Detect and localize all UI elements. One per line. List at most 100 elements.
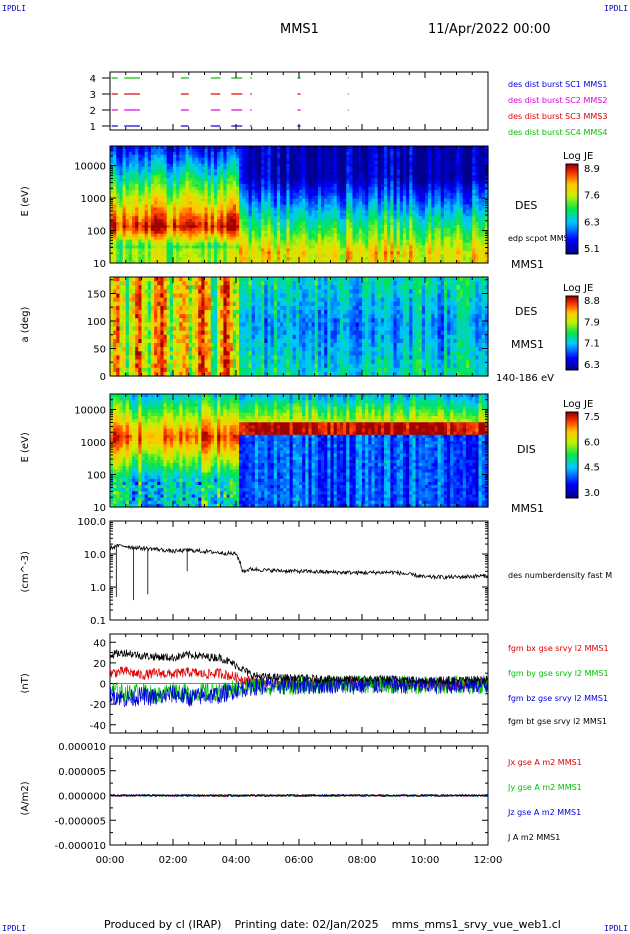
des-energy-colorbar-segment (566, 224, 578, 228)
bfield-legend-entry: fgm bx gse srvy l2 MMS1 (508, 644, 609, 653)
xaxis-tick-label: 00:00 (96, 855, 125, 866)
density-ytick-label: 100.0 (77, 517, 106, 528)
des-pitch-colorbar-segment (566, 344, 578, 347)
density-ylabel: (cm^-3) (20, 551, 31, 592)
des-pitch-colorbar-segment (566, 349, 578, 352)
density-series-line (109, 543, 489, 581)
dis-energy-spacecraft-label: MMS1 (511, 502, 544, 515)
des-pitch-colorbar-frame (565, 295, 579, 371)
footer-filename: mms_mms1_srvy_vue_web1.cl (391, 918, 561, 931)
des-pitch-colorbar-segment (566, 297, 578, 301)
des-energy-spacecraft-label: MMS1 (511, 258, 544, 271)
des-energy-instrument-label: DES (515, 199, 537, 212)
des-pitch-colorbar-segment (566, 355, 578, 358)
current-ytick-label: 0.000005 (58, 767, 106, 778)
density-ytick-label: 0.1 (90, 616, 106, 627)
des-energy-colorbar-segment (566, 238, 578, 241)
des-pitch-colorbar-segment (566, 296, 578, 299)
burst-panel-frame (109, 71, 489, 131)
des-energy-colorbar-segment (566, 247, 578, 250)
dis-energy-colorbar-tick: 6.0 (584, 437, 600, 448)
des-pitch-colorbar-segment (566, 299, 578, 303)
burst-legend-entry: des dist burst SC3 MMS3 (508, 112, 607, 121)
xaxis-tick-label: 10:00 (411, 855, 440, 866)
des-energy-colorbar-segment (566, 166, 578, 169)
des-pitch-colorbar-segment (566, 358, 578, 362)
des-pitch-colorbar-segment (566, 357, 578, 360)
des-pitch-energy-range: 140-186 eV (496, 373, 554, 384)
current-legend-entry: J A m2 MMS1 (507, 833, 560, 842)
dis-energy-colorbar-segment (566, 433, 578, 437)
des-energy-overlay-label: edp scpot MMS1 (508, 234, 574, 243)
des-energy-colorbar-segment (566, 240, 578, 244)
des-energy-colorbar-segment (566, 213, 578, 217)
xaxis-tick-label: 12:00 (474, 855, 503, 866)
des-pitch-colorbar-tick: 6.3 (584, 360, 600, 371)
des-energy-colorbar-segment (566, 186, 578, 190)
des-energy-colorbar-title: Log JE (563, 151, 593, 162)
dis-energy-colorbar-segment (566, 422, 578, 426)
current-series-line (109, 793, 489, 798)
dis-energy-ytick-label: 1000 (81, 438, 106, 449)
spacecraft-title: MMS1 (280, 22, 319, 37)
des-pitch-ytick-label: 0 (100, 372, 106, 383)
dis-energy-colorbar-segment (566, 482, 578, 486)
dis-energy-colorbar-segment (566, 435, 578, 439)
des-pitch-colorbar-segment (566, 334, 578, 338)
des-energy-colorbar-segment (566, 195, 578, 199)
des-pitch-colorbar-segment (566, 320, 578, 323)
burst-ytick-label: 2 (90, 106, 96, 117)
bfield-legend-entry: fgm bt gse srvy l2 MMS1 (508, 717, 607, 726)
des-pitch-colorbar-segment (566, 362, 578, 365)
bfield-series-line (109, 649, 488, 686)
bfield-legend-entry: fgm bz gse srvy l2 MMS1 (508, 694, 608, 703)
des-pitch-colorbar-segment (566, 301, 578, 304)
des-energy-colorbar-segment (566, 220, 578, 223)
des-energy-heatmap-image (110, 146, 489, 264)
xaxis-tick-label: 08:00 (348, 855, 377, 866)
des-energy-colorbar-segment (566, 204, 578, 208)
dis-energy-colorbar-segment (566, 455, 578, 458)
current-ytick-label: 0.000010 (58, 742, 106, 753)
des-energy-colorbar-tick: 8.9 (584, 164, 600, 175)
dis-energy-colorbar-segment (566, 424, 578, 428)
des-pitch-instrument-label: DES (515, 305, 537, 318)
des-energy-colorbar-tick: 6.3 (584, 217, 600, 228)
des-pitch-colorbar-segment (566, 336, 578, 340)
des-energy-colorbar-segment (566, 188, 578, 192)
des-energy-colorbar-segment (566, 202, 578, 205)
dis-energy-colorbar-tick: 3.0 (584, 488, 600, 499)
dis-energy-colorbar-segment (566, 493, 578, 497)
bfield-ytick-label: -20 (90, 700, 106, 711)
dis-energy-colorbar-segment (566, 444, 578, 447)
burst-legend-entry: des dist burst SC4 MMS4 (508, 128, 607, 137)
bfield-ytick-label: -40 (90, 721, 106, 732)
dis-energy-colorbar-segment (566, 476, 578, 480)
des-energy-ytick-label: 10 (93, 259, 106, 270)
current-ytick-label: -0.000005 (55, 816, 106, 827)
dis-energy-colorbar-segment (566, 467, 578, 471)
density-ytick-label: 1.0 (90, 583, 106, 594)
bfield-series-line (109, 675, 488, 708)
dis-energy-colorbar-segment (566, 465, 578, 469)
dis-energy-colorbar-segment (566, 489, 578, 493)
des-pitch-colorbar-segment (566, 327, 578, 330)
burst-ytick-label: 3 (90, 90, 96, 101)
des-pitch-ytick-label: 100 (87, 317, 106, 328)
current-legend-entry: Jy gse A m2 MMS1 (507, 783, 582, 792)
current-legend-entry: Jz gse A m2 MMS1 (507, 808, 581, 817)
des-pitch-colorbar-segment (566, 342, 578, 345)
footer-producer: Produced by cl (IRAP) (104, 918, 222, 931)
des-energy-ytick-label: 100 (87, 227, 106, 238)
des-energy-colorbar-segment (566, 251, 578, 255)
des-pitch-colorbar-segment (566, 345, 578, 349)
des-pitch-colorbar-segment (566, 321, 578, 325)
dis-energy-colorbar-tick: 4.5 (584, 463, 600, 474)
des-pitch-ylabel: a (deg) (20, 306, 31, 342)
current-ylabel: (A/m2) (20, 781, 31, 815)
dis-energy-colorbar-segment (566, 463, 578, 467)
dis-energy-colorbar-segment (566, 485, 578, 488)
des-energy-colorbar-segment (566, 249, 578, 253)
xaxis-tick-label: 06:00 (285, 855, 314, 866)
dis-energy-colorbar-segment (566, 472, 578, 475)
